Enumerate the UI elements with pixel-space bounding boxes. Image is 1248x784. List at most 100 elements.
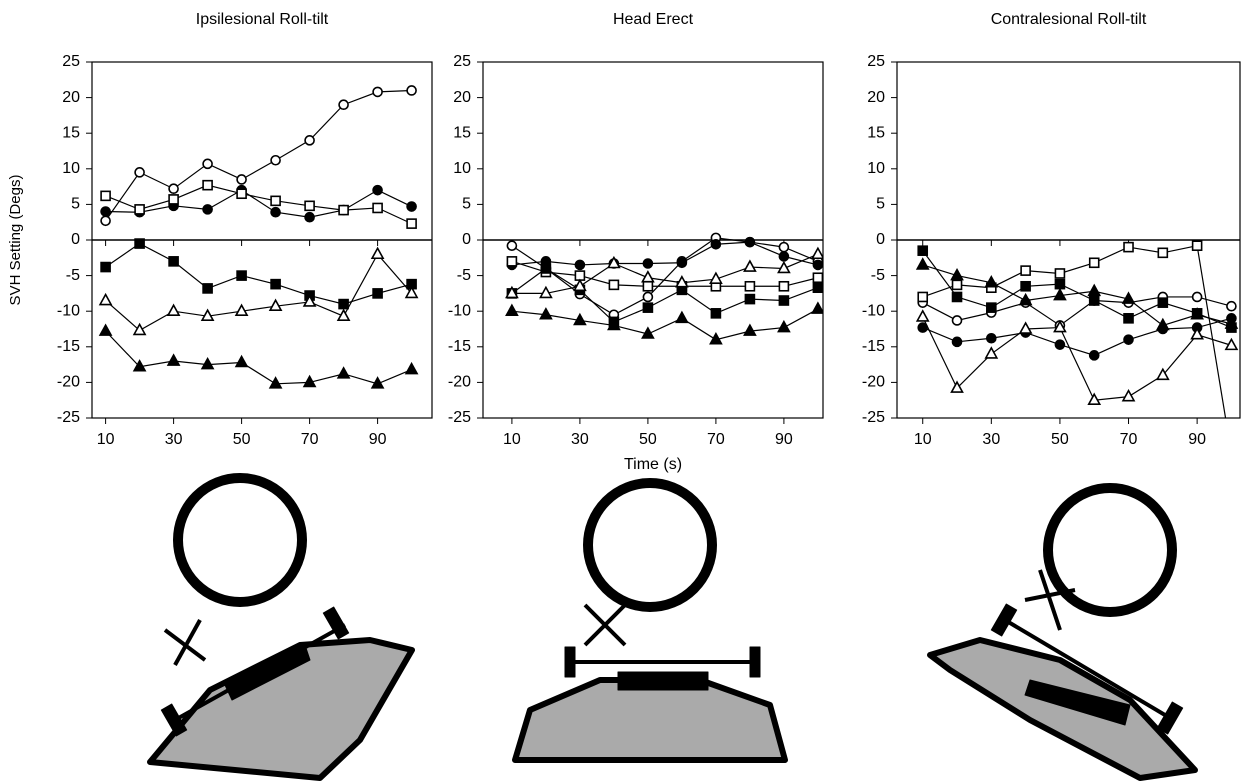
- marker: [984, 346, 999, 359]
- marker: [676, 257, 688, 269]
- y-tick-label: 25: [62, 53, 80, 70]
- marker: [641, 326, 655, 339]
- marker: [539, 307, 553, 320]
- x-tick-label: 30: [165, 431, 183, 448]
- series-line: [922, 264, 1232, 327]
- marker: [1053, 319, 1067, 333]
- marker: [302, 294, 317, 307]
- plot-area: [98, 85, 419, 389]
- series-line: [922, 244, 1227, 418]
- marker: [134, 204, 145, 215]
- marker: [540, 263, 552, 274]
- x-tick-label: 10: [97, 431, 115, 448]
- y-tick-label: -25: [448, 409, 471, 426]
- marker: [166, 303, 181, 316]
- marker: [234, 354, 249, 368]
- marker: [951, 279, 963, 291]
- marker: [134, 167, 145, 178]
- marker: [984, 275, 999, 288]
- series-line: [105, 89, 412, 222]
- marker: [98, 323, 113, 336]
- marker: [986, 332, 997, 344]
- y-tick-label: -25: [57, 409, 80, 426]
- marker: [372, 202, 383, 214]
- marker: [777, 260, 791, 274]
- marker: [709, 332, 723, 345]
- y-tick-label: -20: [862, 374, 885, 391]
- marker: [642, 258, 654, 269]
- y-tick-label: -10: [57, 302, 80, 319]
- marker: [236, 188, 247, 200]
- marker: [1018, 321, 1033, 334]
- marker: [134, 238, 145, 249]
- x-axis-label: Time (s): [624, 456, 682, 473]
- marker: [1054, 268, 1066, 279]
- panel-title: Contralesional Roll-tilt: [991, 11, 1147, 28]
- y-tick-label: 10: [453, 160, 471, 177]
- series-line: [105, 330, 412, 385]
- marker: [950, 267, 964, 281]
- marker: [236, 270, 247, 281]
- y-tick-label: -15: [862, 338, 885, 355]
- marker: [406, 85, 417, 96]
- marker: [302, 374, 317, 388]
- marker: [270, 206, 281, 218]
- marker: [168, 256, 179, 267]
- marker: [100, 215, 111, 227]
- marker: [812, 272, 823, 284]
- marker: [202, 158, 213, 170]
- marker: [1155, 367, 1170, 381]
- y-tick-label: -15: [57, 338, 80, 355]
- marker: [573, 312, 587, 326]
- series-line: [922, 317, 1232, 356]
- y-tick-label: -5: [871, 267, 885, 284]
- marker: [986, 302, 997, 313]
- marker: [709, 271, 723, 284]
- marker: [1157, 247, 1169, 259]
- marker: [370, 376, 385, 389]
- marker: [200, 356, 215, 370]
- marker: [675, 275, 689, 288]
- panel-title: Head Erect: [613, 11, 694, 28]
- marker: [1155, 317, 1170, 331]
- marker: [811, 301, 823, 314]
- series-line: [511, 253, 819, 294]
- marker: [338, 298, 349, 310]
- marker: [1121, 388, 1136, 402]
- marker: [1190, 327, 1204, 340]
- x-tick-label: 50: [1051, 431, 1069, 448]
- series-line: [511, 308, 819, 341]
- marker: [1224, 337, 1239, 351]
- x-tick-label: 70: [707, 431, 725, 448]
- y-tick-label: -20: [448, 374, 471, 391]
- x-tick-label: 90: [775, 431, 793, 448]
- marker: [1123, 313, 1134, 324]
- marker: [1227, 449, 1236, 458]
- marker: [1054, 339, 1066, 350]
- marker: [811, 246, 823, 260]
- marker: [642, 291, 654, 303]
- head-ipsilesional: [147, 473, 415, 781]
- marker: [744, 236, 756, 248]
- y-tick-label: 25: [867, 53, 885, 70]
- marker: [915, 257, 930, 270]
- y-tick-label: -10: [448, 302, 471, 319]
- marker: [304, 200, 315, 212]
- series-line: [922, 250, 1232, 329]
- marker: [1087, 283, 1102, 297]
- marker: [372, 184, 383, 196]
- marker: [268, 376, 283, 389]
- marker: [778, 280, 790, 292]
- plot-area: [505, 232, 823, 345]
- marker: [573, 278, 587, 292]
- marker: [744, 293, 756, 305]
- series-line: [922, 296, 1232, 327]
- y-tick-label: 20: [453, 89, 471, 106]
- y-tick-label: 20: [867, 89, 885, 106]
- marker: [336, 366, 351, 379]
- marker: [168, 194, 179, 205]
- marker: [336, 308, 351, 321]
- x-tick-label: 10: [914, 431, 932, 448]
- marker: [778, 295, 790, 306]
